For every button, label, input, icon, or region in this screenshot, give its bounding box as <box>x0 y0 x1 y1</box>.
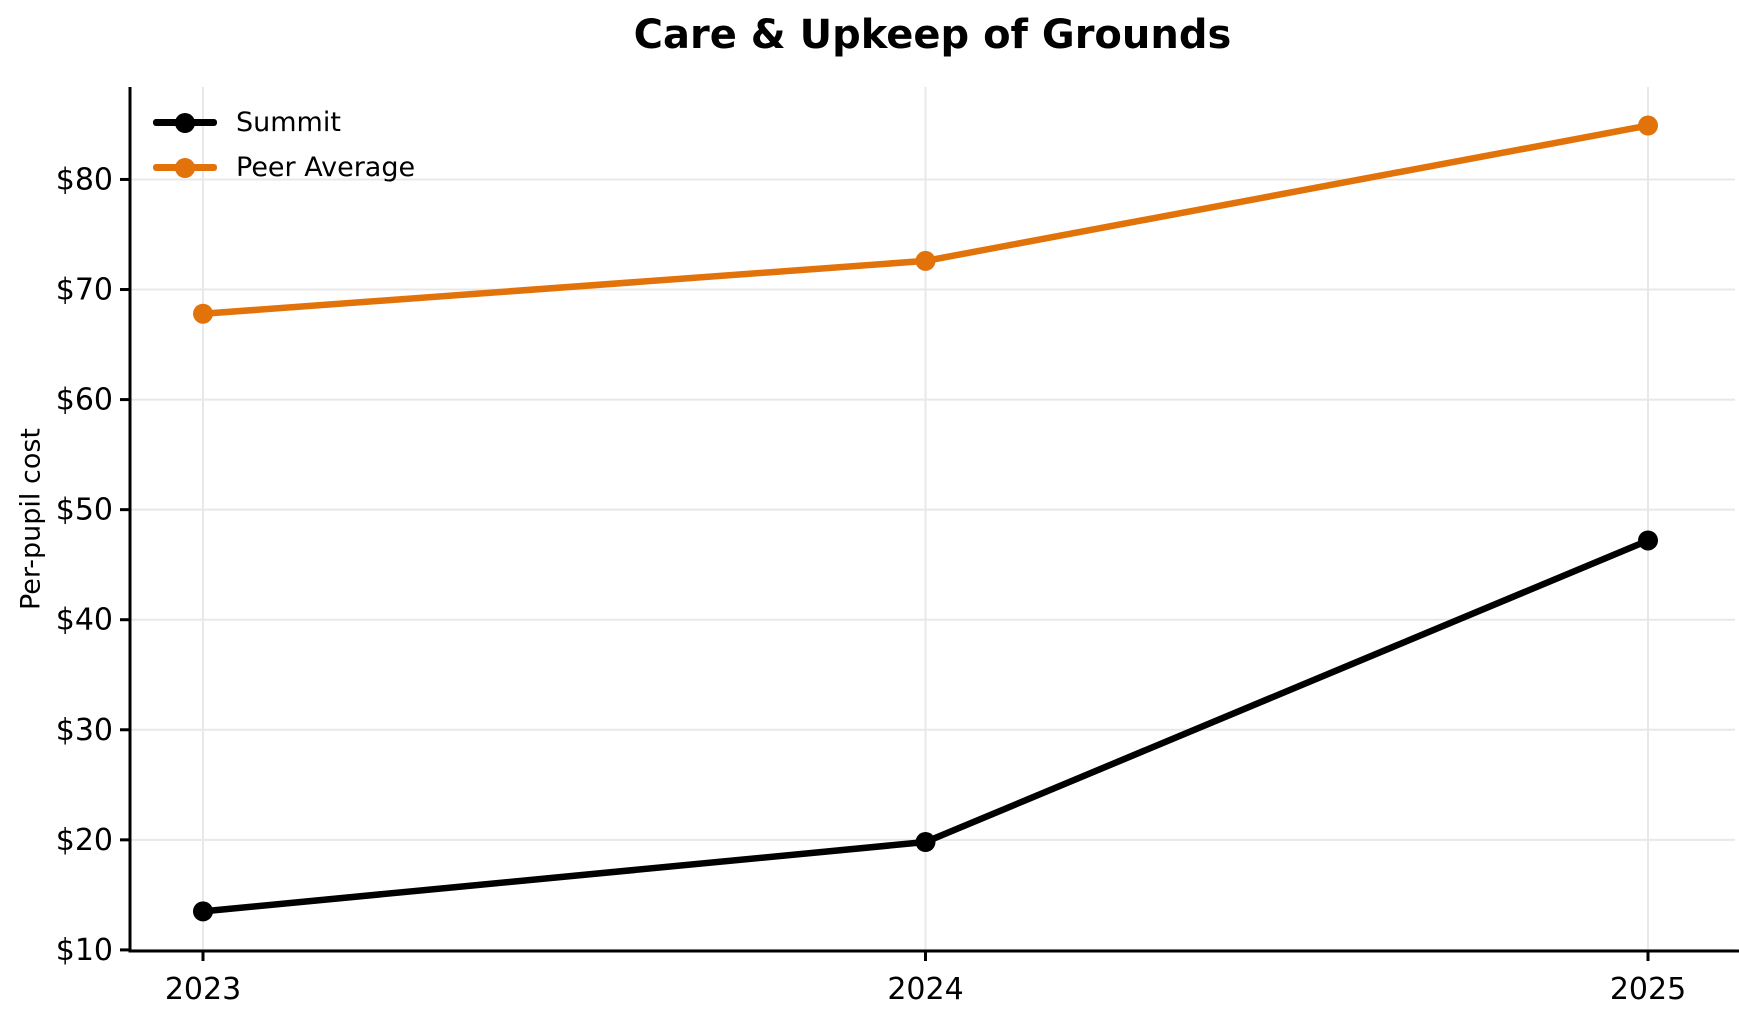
x-tick-label-2025: 2025 <box>1610 972 1686 1007</box>
chart-title: Care & Upkeep of Grounds <box>633 12 1232 58</box>
data-point-peer-average-2025 <box>1638 115 1658 136</box>
legend-label: Summit <box>236 107 341 138</box>
y-tick-label: $60 <box>56 383 113 418</box>
data-point-peer-average-2024 <box>915 250 936 271</box>
y-tick-label: $30 <box>56 713 113 748</box>
legend-item-summit: Summit <box>153 100 415 145</box>
legend-label: Peer Average <box>236 152 416 183</box>
y-tick-label: $40 <box>56 603 113 638</box>
data-point-summit-2023 <box>193 901 213 922</box>
data-point-peer-average-2023 <box>193 303 213 324</box>
y-tick-label: $20 <box>56 823 113 858</box>
legend-line-sample <box>153 112 217 133</box>
y-tick-label: $10 <box>56 933 113 968</box>
legend-item-peer-average: Peer Average <box>153 145 415 190</box>
data-point-summit-2024 <box>915 832 936 853</box>
x-tick-label-2023: 2023 <box>165 972 241 1007</box>
legend: Summit Peer Average <box>153 100 415 190</box>
legend-marker-icon <box>175 157 195 178</box>
x-tick-label-2024: 2024 <box>887 972 963 1007</box>
y-axis-label: Per-pupil cost <box>15 427 47 611</box>
y-tick-label: $70 <box>56 273 113 308</box>
data-point-summit-2025 <box>1638 530 1658 551</box>
legend-line-sample <box>153 157 217 178</box>
y-tick-label: $80 <box>56 162 113 197</box>
legend-marker-icon <box>175 112 195 133</box>
y-tick-label: $50 <box>56 493 113 528</box>
